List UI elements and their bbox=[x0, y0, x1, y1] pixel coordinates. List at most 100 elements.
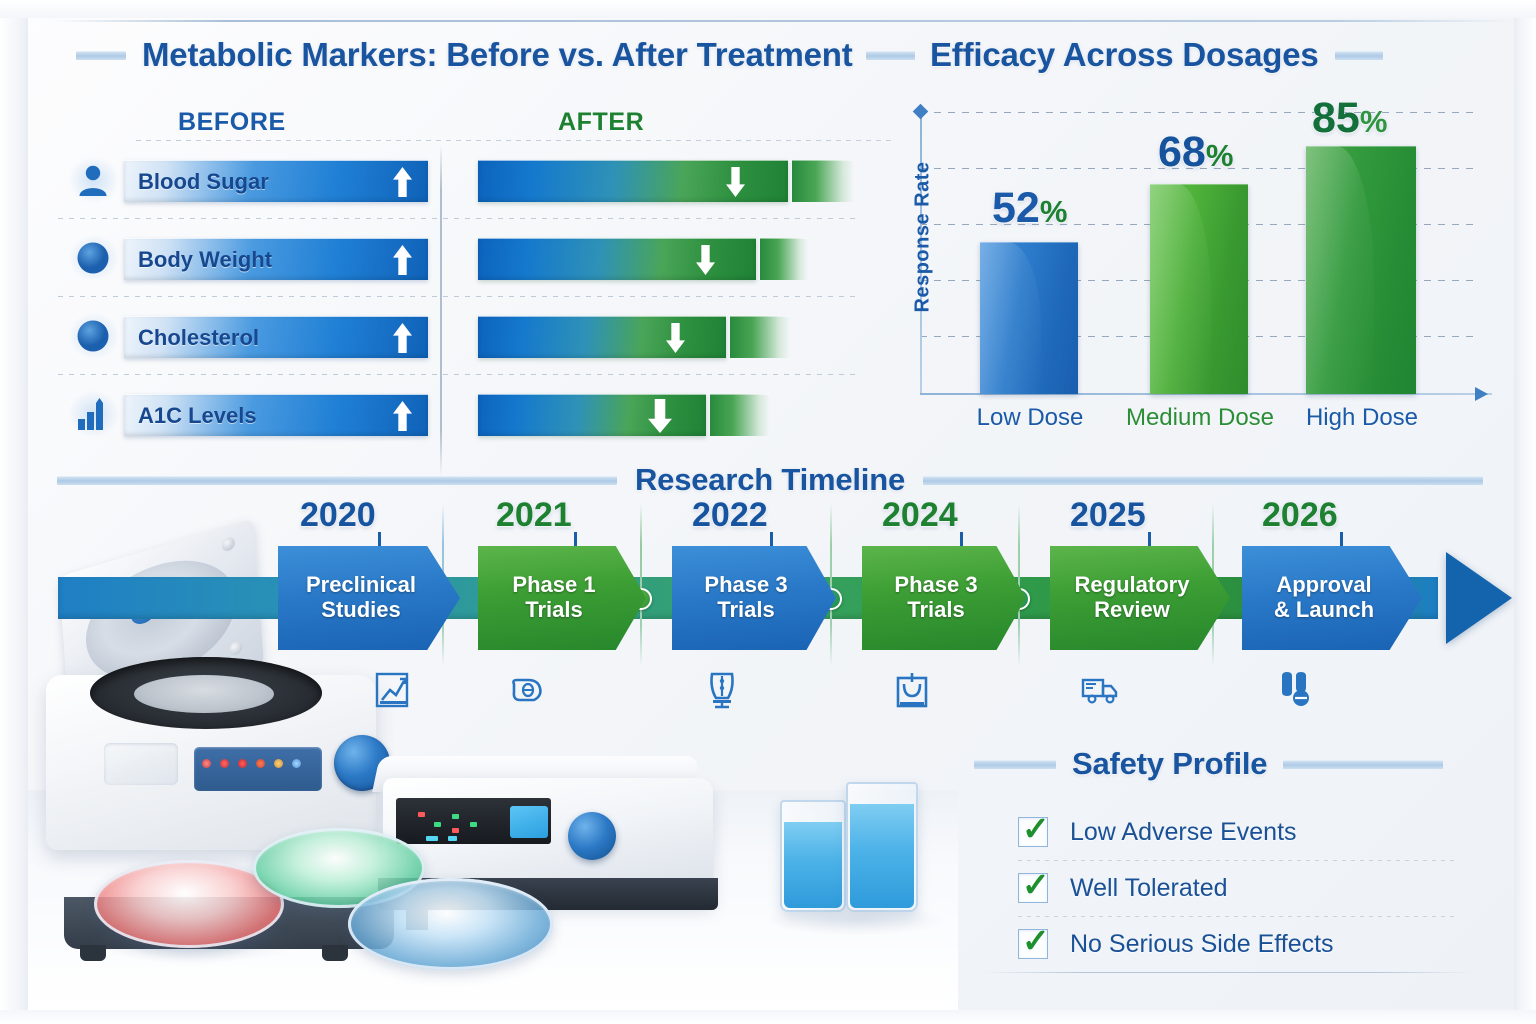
beaker-small bbox=[780, 800, 846, 912]
timeline-milestone-2022[interactable]: Phase 3 Trials bbox=[672, 546, 836, 650]
bar-value-low-dose: 52% bbox=[992, 184, 1067, 233]
after-bar bbox=[478, 238, 756, 280]
header-rule-right bbox=[1283, 759, 1444, 769]
safety-divider bbox=[1018, 860, 1458, 861]
after-bar-tail bbox=[710, 394, 770, 436]
checkbox[interactable]: ✓ bbox=[1018, 924, 1050, 959]
timeline-title: Research Timeline bbox=[635, 462, 905, 497]
checkbox[interactable]: ✓ bbox=[1018, 868, 1050, 903]
led-indicator bbox=[452, 814, 459, 819]
led-indicator bbox=[292, 759, 301, 768]
led-indicator bbox=[274, 759, 283, 768]
safety-item[interactable]: ✓ Low Adverse Events bbox=[1018, 806, 1458, 858]
timeline-milestone-2025[interactable]: Regulatory Review bbox=[1050, 546, 1230, 650]
after-bar bbox=[478, 394, 706, 436]
spectrophotometer-lcd bbox=[510, 806, 548, 838]
arrow-down-icon bbox=[726, 167, 745, 197]
checkmark-icon: ✓ bbox=[1022, 922, 1050, 959]
category-label-low-dose: Low Dose bbox=[976, 404, 1084, 431]
safety-item-label: Low Adverse Events bbox=[1070, 817, 1297, 846]
led-indicator bbox=[470, 822, 477, 827]
milestone-line-1: Phase 1 bbox=[512, 572, 596, 598]
delivery-truck-icon bbox=[1081, 678, 1118, 704]
lab-scene-illustration bbox=[28, 518, 958, 1010]
arrow-down-icon bbox=[696, 245, 715, 275]
efficacy-chart-panel: Efficacy Across Dosages Response Rate 52… bbox=[866, 36, 1492, 446]
person-icon bbox=[79, 165, 107, 196]
timeline-milestone-2026[interactable]: Approval & Launch bbox=[1242, 546, 1422, 650]
capsule-pills-icon bbox=[1282, 672, 1309, 706]
timeline-year-2020: 2020 bbox=[300, 496, 376, 534]
arrow-down-icon bbox=[666, 323, 685, 353]
timeline-milestone-2020[interactable]: Preclinical Studies bbox=[278, 546, 460, 650]
y-axis bbox=[920, 112, 922, 394]
frame-edge bbox=[0, 1010, 1536, 1024]
timeline-tick bbox=[640, 504, 642, 666]
bar-value-number: 85 bbox=[1312, 94, 1360, 142]
petri-dish-blue bbox=[348, 878, 553, 970]
safety-profile-panel: Safety Profile ✓ Low Adverse Events ✓ We… bbox=[960, 746, 1490, 982]
arrow-up-icon bbox=[393, 167, 412, 197]
chart-plot-area: Response Rate 52% Low Dose 68% Medium Do… bbox=[886, 94, 1492, 431]
led-indicator bbox=[434, 822, 441, 827]
beaker-liquid bbox=[784, 822, 842, 908]
marker-label: Blood Sugar bbox=[138, 169, 269, 194]
before-bar: Body Weight bbox=[124, 238, 428, 280]
petri-dish-rim bbox=[253, 828, 425, 908]
safety-item-label: No Serious Side Effects bbox=[1070, 929, 1334, 958]
centrifuge-window bbox=[104, 743, 178, 785]
bar-medium-dose[interactable] bbox=[1150, 184, 1248, 394]
led-indicator bbox=[448, 836, 457, 841]
marker-row[interactable]: Blood Sugar bbox=[58, 150, 878, 224]
gridline bbox=[920, 168, 1480, 169]
timeline-milestone-2021[interactable]: Phase 1 Trials bbox=[478, 546, 646, 650]
checkbox[interactable]: ✓ bbox=[1018, 812, 1050, 847]
safety-item[interactable]: ✓ Well Tolerated bbox=[1018, 862, 1458, 914]
column-header-before: BEFORE bbox=[178, 108, 286, 136]
milestone-line-2: Studies bbox=[321, 597, 401, 622]
milestone-line-1: Phase 3 bbox=[894, 572, 978, 598]
category-label-medium-dose: Medium Dose bbox=[1125, 404, 1275, 431]
centrifuge-control-panel[interactable] bbox=[194, 747, 458, 791]
marker-row[interactable]: Cholesterol bbox=[58, 306, 878, 380]
circle-icon bbox=[77, 242, 109, 274]
markers-header: Metabolic Markers: Before vs. After Trea… bbox=[76, 36, 915, 74]
chart-clipboard-icon bbox=[375, 672, 409, 708]
after-bar bbox=[478, 160, 788, 202]
marker-label: Body Weight bbox=[138, 247, 273, 272]
after-bar-tail bbox=[730, 316, 790, 358]
circle-icon bbox=[77, 320, 109, 352]
after-bar-tail bbox=[760, 238, 808, 280]
gridline bbox=[920, 112, 1480, 113]
checkmark-icon: ✓ bbox=[1022, 866, 1050, 903]
metabolic-markers-panel: Metabolic Markers: Before vs. After Trea… bbox=[58, 36, 915, 476]
centrifuge-rotor bbox=[134, 675, 274, 713]
chart-header: Efficacy Across Dosages bbox=[866, 36, 1383, 74]
milestone-line-1: Phase 3 bbox=[704, 572, 788, 598]
x-axis-arrow-icon bbox=[1475, 387, 1488, 401]
centrifuge-foot bbox=[80, 945, 106, 961]
marker-row[interactable]: A1C Levels bbox=[58, 384, 878, 458]
marker-label: A1C Levels bbox=[138, 403, 257, 428]
timeline-milestone-2024[interactable]: Phase 3 Trials bbox=[862, 546, 1026, 650]
chart-title: Efficacy Across Dosages bbox=[930, 36, 1319, 73]
timeline-year-2026: 2026 bbox=[1262, 496, 1338, 534]
bar-value-number: 52 bbox=[992, 184, 1040, 232]
top-divider-rule bbox=[52, 20, 1514, 22]
bar-highlight bbox=[1150, 184, 1211, 394]
arrow-up-icon bbox=[393, 245, 412, 275]
led-indicator bbox=[426, 836, 438, 841]
safety-item[interactable]: ✓ No Serious Side Effects bbox=[1018, 918, 1458, 970]
flask-stand-icon bbox=[710, 672, 734, 709]
bar-low-dose[interactable] bbox=[980, 242, 1078, 394]
timeline-year-2024: 2024 bbox=[882, 496, 958, 534]
category-label-high-dose: High Dose bbox=[1305, 404, 1419, 431]
petri-dish-rim bbox=[94, 860, 284, 948]
bar-value-medium-dose: 68% bbox=[1158, 128, 1233, 177]
bar-high-dose[interactable] bbox=[1306, 146, 1416, 394]
spectrophotometer-knob[interactable] bbox=[568, 812, 616, 860]
bar-chart-icon bbox=[78, 398, 103, 430]
marker-row[interactable]: Body Weight bbox=[58, 228, 878, 302]
frame-edge bbox=[0, 0, 1536, 18]
